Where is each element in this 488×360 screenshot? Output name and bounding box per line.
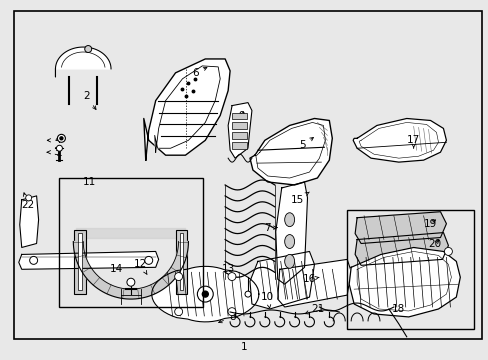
Text: 1: 1 <box>240 342 247 352</box>
Circle shape <box>56 145 62 151</box>
Text: 3: 3 <box>47 147 60 157</box>
Polygon shape <box>228 103 251 158</box>
Text: 5: 5 <box>299 138 313 150</box>
Text: 13: 13 <box>221 264 234 274</box>
Polygon shape <box>19 251 158 269</box>
Circle shape <box>84 46 92 53</box>
Text: 4: 4 <box>47 135 61 145</box>
Circle shape <box>60 137 63 140</box>
Circle shape <box>144 256 152 264</box>
Text: 17: 17 <box>406 135 420 148</box>
Polygon shape <box>352 118 446 162</box>
Text: 2: 2 <box>83 91 96 109</box>
Text: 20: 20 <box>427 239 440 249</box>
Bar <box>232 113 246 120</box>
Text: 12: 12 <box>134 259 147 275</box>
Circle shape <box>174 273 182 280</box>
Text: 11: 11 <box>82 177 96 187</box>
Text: 9: 9 <box>238 111 245 121</box>
Ellipse shape <box>284 213 294 227</box>
Bar <box>346 210 473 329</box>
Bar <box>232 122 246 129</box>
Polygon shape <box>151 266 258 322</box>
Polygon shape <box>354 233 447 265</box>
Polygon shape <box>277 260 350 307</box>
Circle shape <box>202 291 208 297</box>
Polygon shape <box>154 66 220 152</box>
Bar <box>179 233 183 290</box>
Polygon shape <box>73 242 188 299</box>
Text: 8: 8 <box>218 312 235 323</box>
Text: 18: 18 <box>391 304 405 314</box>
Circle shape <box>57 134 65 142</box>
Circle shape <box>127 278 135 286</box>
Circle shape <box>174 308 182 316</box>
Bar <box>232 132 246 139</box>
Circle shape <box>227 273 235 280</box>
Polygon shape <box>275 182 307 284</box>
Polygon shape <box>143 59 230 160</box>
Bar <box>74 230 86 294</box>
Bar <box>60 178 203 307</box>
Text: 7: 7 <box>264 222 276 233</box>
Circle shape <box>444 247 451 255</box>
Polygon shape <box>249 251 314 309</box>
Circle shape <box>30 256 38 264</box>
Circle shape <box>26 195 32 201</box>
Text: 22: 22 <box>21 193 34 210</box>
Text: 16: 16 <box>302 274 318 284</box>
Text: 14: 14 <box>109 264 122 274</box>
Polygon shape <box>20 196 39 247</box>
Text: 6: 6 <box>192 67 206 78</box>
Bar <box>175 230 187 294</box>
Ellipse shape <box>284 235 294 248</box>
Text: 21: 21 <box>305 304 324 314</box>
Bar <box>232 142 246 149</box>
Polygon shape <box>348 247 459 317</box>
Text: 10: 10 <box>261 292 274 308</box>
Polygon shape <box>354 212 446 243</box>
Text: 15: 15 <box>290 192 309 205</box>
Bar <box>78 233 82 290</box>
Circle shape <box>197 286 213 302</box>
Circle shape <box>244 291 250 297</box>
Polygon shape <box>55 47 111 77</box>
Polygon shape <box>249 118 332 185</box>
Circle shape <box>227 308 235 316</box>
Text: 19: 19 <box>423 219 436 229</box>
Ellipse shape <box>284 255 294 268</box>
